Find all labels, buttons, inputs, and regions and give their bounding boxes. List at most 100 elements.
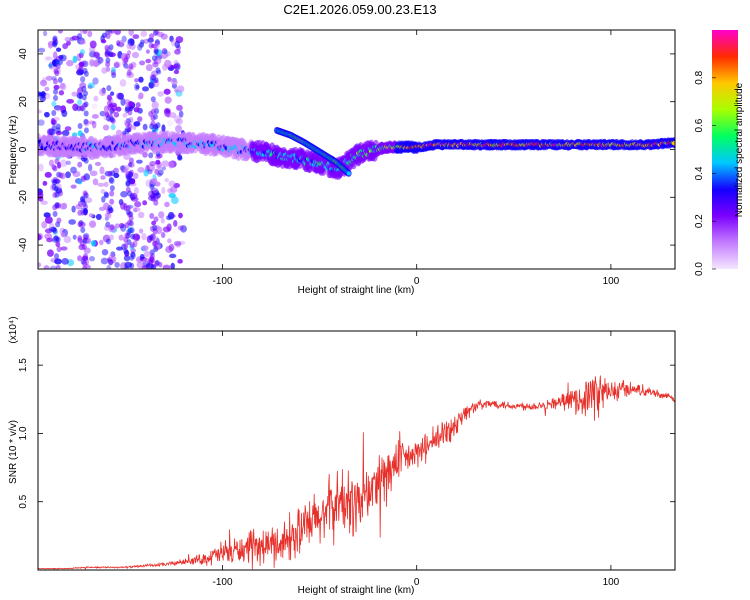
heatmap-cell [129,262,135,269]
heatmap-cell [133,172,139,180]
heatmap-cell [167,211,175,220]
heatmap-cell [130,194,136,201]
spectrogram-x-tick-label: -100 [212,276,232,287]
heatmap-cell [52,78,58,85]
spectrogram-y-axis-label: Frequency (Hz) [8,116,19,185]
heatmap-cell [133,207,138,213]
heatmap-cell [78,65,84,72]
heatmap-cell [143,169,149,177]
heatmap-cell [178,240,186,246]
heatmap-cell [77,130,83,137]
heatmap-cell [38,262,42,268]
heatmap-cell [51,118,57,125]
heatmap-cell [81,260,87,267]
heatmap-cell [105,115,111,122]
heatmap-cell [155,159,161,165]
heatmap-cell [178,110,184,118]
heatmap-cell [59,203,67,210]
heatmap-cell [133,186,139,195]
heatmap-cell [128,100,134,107]
heatmap-cell [148,81,154,89]
heatmap-cell [105,221,111,228]
heatmap-cell [43,265,50,269]
heatmap-cell [161,186,166,195]
heatmap-cell [91,103,98,109]
heatmap-cell [65,160,72,166]
heatmap-cell [131,51,140,59]
heatmap-cell [57,76,63,83]
heatmap-cell [127,227,133,234]
heatmap-cell [150,96,156,103]
heatmap-cell [168,253,177,259]
heatmap-cell [82,207,88,214]
heatmap-cell [108,51,114,58]
heatmap-cell [173,183,180,188]
heatmap-cell [149,213,155,220]
heatmap-cell [166,223,172,232]
heatmap-cell [105,238,111,245]
heatmap-cell [62,43,69,50]
heatmap-cell [108,44,114,51]
heatmap-cell [40,79,48,87]
heatmap-cell [80,76,86,83]
heatmap-cell [173,115,182,124]
heatmap-cell [148,152,154,159]
heatmap-cell [38,163,44,172]
heatmap-cell [148,81,156,89]
heatmap-cell [59,83,66,89]
heatmap-cell [117,92,124,100]
heatmap-cell [138,76,144,83]
heatmap-cell [176,104,183,111]
heatmap-cell [171,83,178,89]
heatmap-cell [119,79,127,87]
heatmap-cell [130,233,136,240]
heatmap-cell [87,82,95,89]
heatmap-cell [137,116,143,122]
heatmap-cell [87,30,93,38]
heatmap-cell [77,209,83,216]
heatmap-cell [44,228,53,234]
heatmap-cell [123,242,129,249]
heatmap-cell [46,237,54,243]
heatmap-cell [177,225,184,231]
heatmap-cell [126,69,132,76]
snr-x-axis-label: Height of straight line (km) [298,585,415,596]
snr-y-axis-label: SNR (10 * v/v) [8,420,19,484]
heatmap-cell [54,201,60,208]
heatmap-cell [120,202,126,210]
snr-y-multiplier: (x10⁴) [8,316,19,343]
heatmap-cell [54,158,60,165]
heatmap-cell [155,122,161,129]
heatmap-cell [89,40,97,49]
heatmap-cell [153,246,159,253]
heatmap-cell [154,168,160,175]
heatmap-cell [139,60,146,66]
heatmap-cell [163,88,171,95]
heatmap-cell [42,77,47,84]
heatmap-cell [92,77,99,85]
heatmap-cell [141,245,149,251]
heatmap-cell [93,95,99,102]
heatmap-cell [55,127,61,134]
heatmap-cell [64,36,72,42]
heatmap-cell [58,90,65,96]
heatmap-cell [104,44,110,51]
heatmap-cell [103,191,109,198]
heatmap-cell [137,211,145,219]
heatmap-cell [53,88,59,95]
heatmap-cell [92,60,100,68]
heatmap-cell [102,124,110,131]
heatmap-cell [45,56,53,61]
heatmap-cell [106,31,112,38]
heatmap-cell [46,249,54,257]
heatmap-cell [154,30,160,35]
heatmap-cell [52,210,58,217]
heatmap-cell [56,246,62,253]
spectrogram-x-tick-label: 100 [603,276,620,287]
heatmap-cell [155,242,161,249]
heatmap-cell [57,58,63,65]
heatmap-cell [164,201,170,208]
heatmap-cell [130,251,136,258]
heatmap-cell [89,58,95,67]
heatmap-cell [57,30,63,34]
